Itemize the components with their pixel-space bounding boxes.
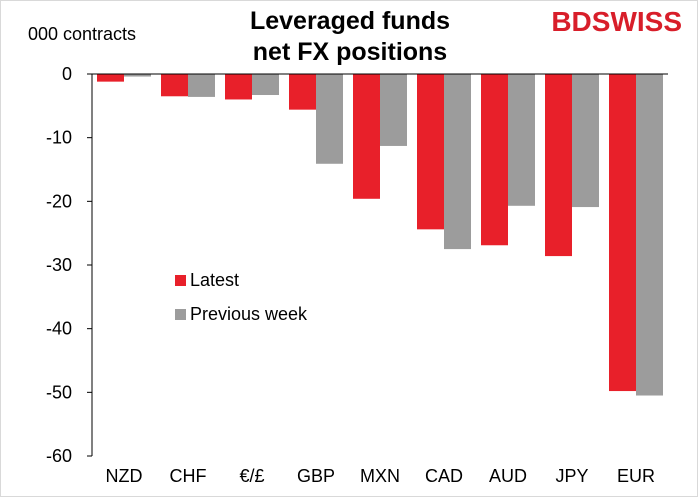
chart-title-line1: Leveraged funds — [249, 7, 451, 35]
x-tick-label: CAD — [425, 466, 463, 486]
bar-previous-1 — [188, 74, 215, 97]
bar-previous-7 — [572, 74, 599, 208]
y-tick-label: -60 — [46, 446, 72, 466]
bar-latest-5 — [417, 74, 444, 230]
x-tick-label: MXN — [360, 466, 400, 486]
y-tick-label: -20 — [46, 191, 72, 211]
y-tick-label: 0 — [62, 64, 72, 84]
logo-bd: BD — [551, 6, 592, 37]
x-tick-label: NZD — [106, 466, 143, 486]
chart-title-line2: net FX positions — [252, 38, 448, 66]
bar-latest-2 — [225, 74, 252, 100]
bar-previous-3 — [316, 74, 343, 164]
bar-latest-3 — [289, 74, 316, 110]
chart-title: Leveraged funds net FX positions — [160, 6, 540, 68]
legend-swatch-previous — [175, 309, 186, 320]
bar-latest-8 — [609, 74, 636, 392]
bar-previous-0 — [124, 74, 151, 77]
bar-latest-6 — [481, 74, 508, 246]
x-tick-label: CHF — [170, 466, 207, 486]
x-tick-label: GBP — [297, 466, 335, 486]
x-tick-label: AUD — [489, 466, 527, 486]
y-tick-label: -30 — [46, 255, 72, 275]
bar-previous-4 — [380, 74, 407, 146]
y-axis-unit-label: 000 contracts — [28, 24, 137, 44]
logo-swiss: SWISS — [591, 6, 682, 37]
x-tick-label: JPY — [555, 466, 588, 486]
x-tick-label: €/£ — [239, 466, 264, 486]
legend-label-latest: Latest — [190, 270, 239, 290]
bar-latest-1 — [161, 74, 188, 97]
legend-label-previous: Previous week — [190, 304, 308, 324]
x-tick-label: EUR — [617, 466, 655, 486]
bar-previous-2 — [252, 74, 279, 96]
bar-latest-4 — [353, 74, 380, 199]
y-tick-label: -10 — [46, 128, 72, 148]
bdswiss-logo: BDSWISS — [551, 6, 682, 38]
y-tick-label: -50 — [46, 382, 72, 402]
y-tick-label: -40 — [46, 319, 72, 339]
legend-swatch-latest — [175, 275, 186, 286]
bar-latest-7 — [545, 74, 572, 257]
bar-latest-0 — [97, 74, 124, 82]
bar-previous-8 — [636, 74, 663, 396]
bar-previous-5 — [444, 74, 471, 250]
bar-previous-6 — [508, 74, 535, 206]
